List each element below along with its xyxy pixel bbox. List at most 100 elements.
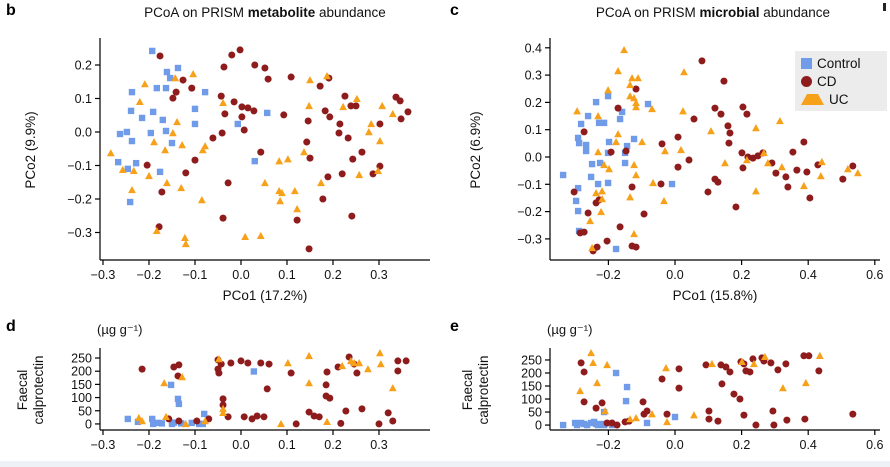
scatter-points-control	[124, 368, 258, 428]
scatter-points-uc	[576, 348, 824, 426]
scatter-points-cd	[138, 353, 410, 428]
y-tick-label: 0.4	[525, 41, 542, 55]
x-tick-label: 0.2	[324, 268, 341, 282]
title-suffix-b: abundance	[315, 5, 386, 20]
x-tick-label: 0.1	[278, 268, 295, 282]
legend-label-cd: CD	[817, 73, 837, 89]
ylabel-e-line1: Faecal	[460, 369, 475, 411]
x-tick-label: 0.0	[666, 438, 683, 452]
panel-b: −0.3 −0.2 −0.1 0.0 0.1 0.2 0.3 0.2 0.1 0.0 −0.1 −0.…	[67, 38, 430, 282]
x-tick-label: 0.0	[232, 438, 249, 452]
title-bold-c: microbial	[699, 5, 760, 20]
y-tick-label: 200	[71, 365, 92, 379]
x-tick-label: −0.1	[183, 438, 208, 452]
scatter-points-uc	[573, 45, 862, 252]
y-tick-label: 0.0	[525, 150, 542, 164]
y-tick-label: 0.2	[525, 96, 542, 110]
y-tick-label: 0.1	[75, 92, 92, 106]
y-tick-label: −0.1	[67, 159, 92, 173]
y-tick-label: 150	[521, 380, 542, 394]
title-bold-b: metabolite	[247, 5, 316, 20]
control-square-icon	[801, 57, 812, 69]
panel-label-b: b	[6, 2, 16, 19]
xlabel-b: PCo1 (17.2%)	[222, 288, 308, 303]
y-tick-label: 200	[521, 366, 542, 380]
y-tick-label: 0.1	[525, 123, 542, 137]
ylabel-d: Faecal calprotectin	[15, 335, 49, 445]
title-suffix-c: abundance	[759, 5, 831, 20]
x-tick-label: −0.1	[183, 268, 208, 282]
x-tick-label: 0.6	[866, 268, 883, 282]
panel-title-c: PCoA on PRISM microbial abundance	[548, 5, 878, 20]
x-tick-label: 0.3	[370, 268, 387, 282]
y-tick-label: −0.3	[517, 232, 542, 246]
x-tick-label: 0.3	[370, 438, 387, 452]
x-tick-label: 0.4	[800, 268, 817, 282]
y-tick-label: 0	[85, 417, 92, 431]
panel-label-e: e	[450, 318, 459, 335]
y-tick-label: 50	[78, 404, 92, 418]
bottom-edge-strip	[0, 461, 890, 467]
scatter-points-control	[114, 47, 271, 206]
scatter-points-uc	[134, 349, 397, 428]
panel-title-b: PCoA on PRISM metabolite abundance	[100, 5, 430, 20]
x-tick-label: 0.2	[324, 438, 341, 452]
x-tick-label: −0.2	[137, 438, 162, 452]
y-tick-label: 0.2	[75, 59, 92, 73]
y-tick-label: 50	[528, 406, 542, 420]
y-tick-label: 0	[535, 419, 542, 433]
panel-label-d: d	[6, 318, 16, 335]
y-tick-label: 0.0	[75, 125, 92, 139]
ylabel-b: PCo2 (9.9%)	[23, 111, 38, 189]
x-tick-label: 0.0	[232, 268, 249, 282]
x-tick-label: −0.2	[596, 438, 621, 452]
ylabel-d-line2: calprotectin	[31, 355, 46, 425]
unit-label-e: (µg g⁻¹)	[547, 322, 593, 337]
legend-box: Control CD UC	[795, 51, 887, 111]
ylabel-e: Faecal calprotectin	[460, 335, 494, 445]
legend-label-control: Control	[817, 55, 861, 71]
title-prefix-b: PCoA on PRISM	[144, 5, 248, 20]
x-tick-label: 0.2	[733, 438, 750, 452]
uc-triangle-icon	[801, 93, 824, 105]
x-tick-label: 0.4	[800, 438, 817, 452]
ylabel-c: PCo2 (6.9%)	[468, 111, 483, 189]
y-tick-label: 150	[71, 378, 92, 392]
ylabel-d-line1: Faecal	[15, 369, 30, 411]
scatter-points-cd	[577, 352, 857, 429]
title-prefix-c: PCoA on PRISM	[595, 5, 700, 20]
y-tick-label: 0.3	[525, 69, 542, 83]
xlabel-c: PCo1 (15.8%)	[672, 288, 758, 303]
scatter-points-cd	[143, 46, 412, 253]
x-tick-label: 0.0	[666, 268, 683, 282]
y-tick-label: −0.1	[517, 178, 542, 192]
scatter-points-uc	[106, 70, 397, 248]
legend-entry-cd: CD	[801, 72, 887, 90]
unit-label-d: (µg g⁻¹)	[97, 322, 143, 337]
x-tick-label: −0.2	[596, 268, 621, 282]
x-tick-label: −0.2	[137, 268, 162, 282]
y-tick-label: 250	[71, 352, 92, 366]
y-tick-label: −0.3	[67, 226, 92, 240]
x-tick-label: 0.1	[278, 438, 295, 452]
x-tick-label: 0.2	[733, 268, 750, 282]
panel-label-c: c	[450, 2, 459, 19]
x-tick-label: 0.6	[866, 438, 883, 452]
y-tick-label: −0.2	[67, 192, 92, 206]
crop-edge-mark	[883, 3, 886, 11]
y-tick-label: 250	[521, 353, 542, 367]
x-tick-label: −0.3	[91, 268, 116, 282]
legend-entry-uc: UC	[801, 90, 887, 108]
cd-circle-icon	[801, 75, 812, 87]
x-tick-label: −0.3	[91, 438, 116, 452]
y-tick-label: 100	[71, 391, 92, 405]
y-tick-label: 100	[521, 393, 542, 407]
y-tick-label: −0.2	[517, 205, 542, 219]
legend-entry-control: Control	[801, 54, 887, 72]
ylabel-e-line2: calprotectin	[476, 355, 491, 425]
panel-c: −0.2 0.0 0.2 0.4 0.6 0.4 0.3 0.2 0.1 0.0 −0.1 −0.2 −…	[517, 38, 884, 282]
